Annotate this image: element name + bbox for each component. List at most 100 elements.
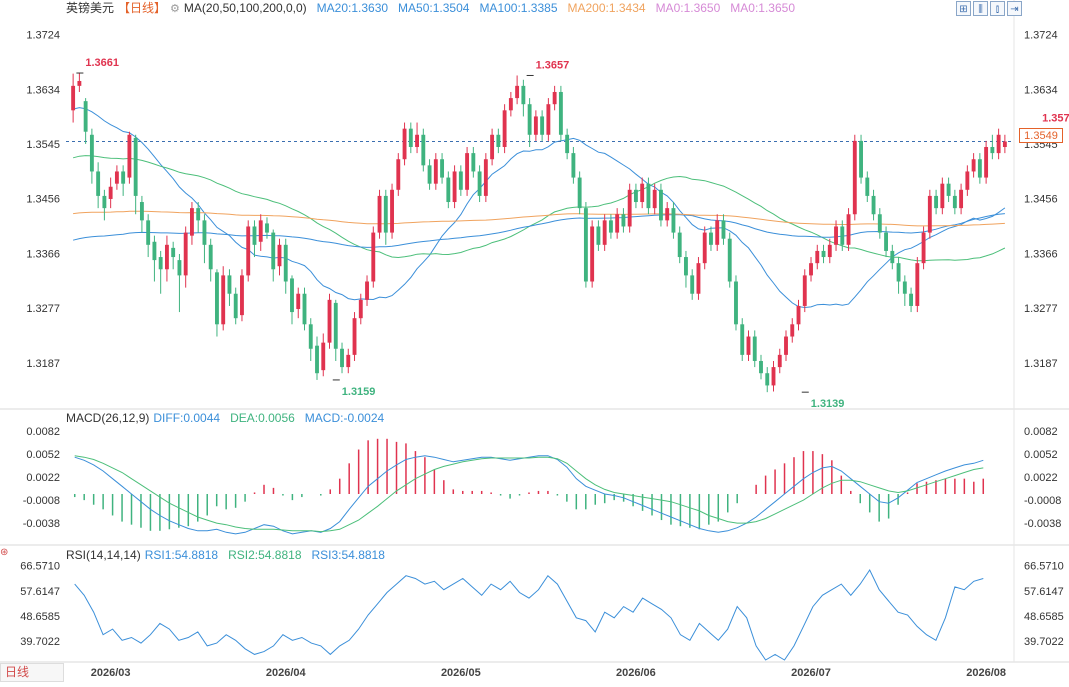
candle-body — [696, 263, 701, 294]
price-tick-left: 1.3456 — [26, 193, 60, 205]
ma-value-3: MA200:1.3434 — [567, 1, 646, 15]
candle-body — [152, 241, 157, 261]
rsi-tick-left: 48.6585 — [20, 611, 60, 623]
candle-body — [215, 272, 219, 325]
grid-icon[interactable]: ⊞ — [956, 1, 971, 16]
candle-body — [577, 177, 582, 209]
macd-header: MACD(26,12,9) DIFF:0.0044 DEA:0.0056 MACD:-… — [66, 411, 394, 425]
candle-body — [490, 134, 495, 160]
candle-body — [902, 281, 907, 294]
candle-body — [533, 116, 538, 135]
price-tick-right: 1.3724 — [1024, 30, 1058, 42]
extreme-label: 1.3570 — [1042, 113, 1069, 125]
candle-body — [915, 263, 920, 306]
ma50-line — [72, 155, 1006, 262]
candle-body — [427, 165, 432, 184]
candle-body — [702, 232, 707, 264]
candle-body — [640, 183, 645, 203]
candle-body — [296, 293, 301, 310]
candle-body — [271, 232, 276, 270]
candle-body — [421, 134, 426, 166]
candle-body — [796, 305, 801, 325]
candle-body — [321, 342, 326, 371]
candle-body — [821, 250, 826, 258]
candle-body — [190, 208, 194, 236]
rsi-tick-left: 57.6147 — [20, 586, 60, 598]
date-tick-label: 2026/03 — [91, 667, 131, 679]
candle-body — [540, 116, 545, 135]
candle-body — [802, 275, 807, 306]
extreme-label: 1.3139 — [811, 398, 845, 410]
candle-body — [146, 220, 151, 245]
chart-toolbar: ⊞ ⫼ ⫾ ⇥ — [956, 1, 1022, 16]
ma200-line — [73, 210, 1005, 227]
candle-body — [558, 91, 563, 135]
gear-icon[interactable]: ⚙ — [170, 3, 180, 15]
rsi-header: RSI(14,14,14) RSI1:54.8818 RSI2:54.8818 RSI… — [66, 548, 395, 562]
candle-body — [646, 183, 651, 209]
arrow-right-icon[interactable]: ⇥ — [1007, 1, 1022, 16]
chart-a-icon[interactable]: ⫼ — [973, 1, 988, 16]
candle-body — [859, 140, 863, 178]
chart-b-icon[interactable]: ⫾ — [990, 1, 1005, 16]
candle-body — [221, 275, 226, 325]
rsi-tick-left: 39.7022 — [20, 636, 60, 648]
candle-body — [759, 360, 763, 374]
candle-body — [934, 195, 939, 209]
candle-body — [158, 257, 163, 270]
candle-body — [246, 226, 251, 276]
price-tick-right: 1.3366 — [1024, 248, 1058, 260]
rsi3-value: RSI3:54.8818 — [311, 548, 385, 562]
ma100-line — [72, 213, 1005, 248]
candle-body — [496, 134, 501, 147]
candle-body — [884, 232, 888, 251]
ma-params-label: MA(20,50,100,200,0,0) — [183, 1, 307, 15]
candle-body — [277, 244, 282, 267]
candle-body — [477, 171, 482, 196]
candle-body — [415, 134, 419, 147]
candle-body — [615, 214, 620, 233]
candle-body — [371, 232, 376, 282]
date-tick-label: 2026/04 — [266, 667, 307, 679]
ma-value-0: MA20:1.3630 — [316, 1, 389, 15]
rsi-tick-right: 48.6585 — [1024, 611, 1064, 623]
candle-body — [571, 153, 576, 178]
macd-tick-right: -0.0038 — [1024, 518, 1061, 530]
candle-body — [121, 171, 126, 184]
rsi2-value: RSI2:54.8818 — [228, 548, 302, 562]
candle-body — [227, 275, 232, 294]
candle-body — [265, 223, 269, 233]
candle-body — [290, 278, 294, 313]
candle-body — [927, 195, 932, 233]
candle-body — [890, 250, 895, 264]
current-price-box: 1.3549 — [1019, 128, 1063, 143]
macd-dea-line — [74, 455, 984, 533]
macd-dea-value: DEA:0.0056 — [230, 411, 295, 425]
candle-body — [777, 354, 782, 368]
candle-body — [196, 208, 201, 221]
candle-body — [327, 299, 332, 343]
candle-body — [734, 281, 738, 325]
candle-body — [440, 159, 445, 178]
candle-body — [521, 85, 526, 105]
date-tick-label: 2026/08 — [966, 667, 1006, 679]
macd-diff-value: DIFF:0.0044 — [153, 411, 221, 425]
settings-dot-icon[interactable]: ⊛ — [0, 547, 9, 558]
candle-body — [546, 104, 551, 135]
candle-body — [433, 159, 438, 184]
candle-body — [139, 202, 144, 221]
candle-body — [365, 281, 369, 300]
candle-body — [896, 263, 901, 282]
candle-body — [727, 238, 732, 282]
date-tick-label: 2026/07 — [791, 667, 831, 679]
rsi-params-label: RSI(14,14,14) — [66, 548, 141, 562]
candle-body — [621, 214, 626, 227]
candle-body — [96, 171, 101, 196]
candle-body — [83, 101, 88, 132]
candle-body — [340, 348, 344, 368]
candle-body — [346, 354, 351, 368]
period-tab[interactable]: 日线 — [0, 663, 64, 682]
candle-body — [871, 195, 876, 215]
candle-body — [171, 247, 176, 258]
candle-body — [446, 177, 451, 203]
